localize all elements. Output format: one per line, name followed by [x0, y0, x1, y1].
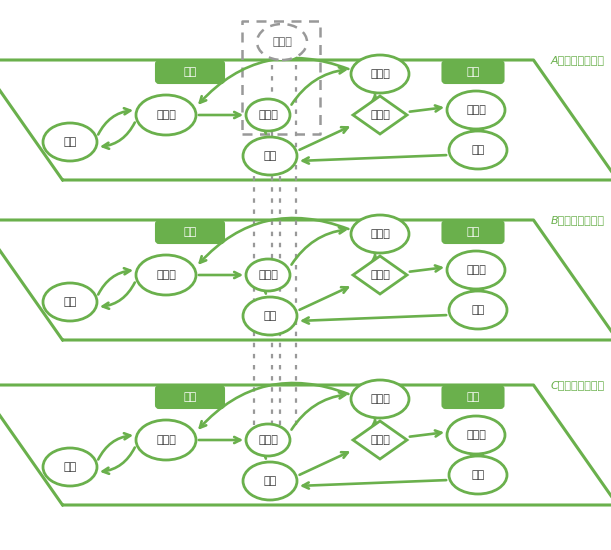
- Text: 作る: 作る: [263, 151, 277, 161]
- Text: かたち: かたち: [370, 435, 390, 445]
- Text: 体験: 体験: [466, 67, 480, 77]
- Text: 読む: 読む: [64, 462, 76, 472]
- Text: 考える: 考える: [156, 435, 176, 445]
- Text: 見せる: 見せる: [466, 105, 486, 115]
- Text: 見せる: 見せる: [466, 430, 486, 440]
- Text: プラン: プラン: [258, 110, 278, 120]
- Text: 内省: 内省: [183, 392, 197, 402]
- Ellipse shape: [257, 24, 307, 60]
- Text: プラン: プラン: [258, 435, 278, 445]
- Ellipse shape: [136, 420, 196, 460]
- Ellipse shape: [449, 456, 507, 494]
- Ellipse shape: [43, 123, 97, 161]
- Ellipse shape: [246, 424, 290, 456]
- Ellipse shape: [136, 95, 196, 135]
- Ellipse shape: [447, 251, 505, 289]
- Ellipse shape: [447, 416, 505, 454]
- Text: 内省: 内省: [183, 227, 197, 237]
- Text: 気づく: 気づく: [370, 394, 390, 404]
- Text: Aさんの創作活動: Aさんの創作活動: [551, 55, 605, 65]
- Text: 話す: 話す: [471, 305, 485, 315]
- Ellipse shape: [243, 297, 297, 335]
- Ellipse shape: [351, 55, 409, 93]
- Ellipse shape: [449, 291, 507, 329]
- Ellipse shape: [43, 283, 97, 321]
- Ellipse shape: [43, 448, 97, 486]
- Ellipse shape: [243, 462, 297, 500]
- Ellipse shape: [246, 99, 290, 131]
- Text: 読む: 読む: [64, 297, 76, 307]
- Ellipse shape: [136, 255, 196, 295]
- Text: 体験: 体験: [466, 227, 480, 237]
- Text: 作る: 作る: [263, 476, 277, 486]
- Text: プラン: プラン: [272, 37, 292, 47]
- Ellipse shape: [351, 380, 409, 418]
- Text: 考える: 考える: [156, 110, 176, 120]
- FancyBboxPatch shape: [442, 61, 503, 83]
- Text: 話す: 話す: [471, 145, 485, 155]
- Ellipse shape: [243, 137, 297, 175]
- Text: 考える: 考える: [156, 270, 176, 280]
- Ellipse shape: [246, 259, 290, 291]
- Polygon shape: [353, 421, 407, 459]
- Text: 話す: 話す: [471, 470, 485, 480]
- Text: Cさんの創作活動: Cさんの創作活動: [551, 380, 605, 390]
- Text: 見せる: 見せる: [466, 265, 486, 275]
- Polygon shape: [353, 256, 407, 294]
- FancyBboxPatch shape: [156, 221, 224, 243]
- Text: 読む: 読む: [64, 137, 76, 147]
- FancyBboxPatch shape: [156, 386, 224, 408]
- FancyBboxPatch shape: [156, 61, 224, 83]
- Text: プラン: プラン: [258, 270, 278, 280]
- Polygon shape: [353, 96, 407, 134]
- Ellipse shape: [447, 91, 505, 129]
- Text: Bさんの創作活動: Bさんの創作活動: [551, 215, 605, 225]
- Ellipse shape: [449, 131, 507, 169]
- Text: 体験: 体験: [466, 392, 480, 402]
- FancyBboxPatch shape: [442, 221, 503, 243]
- Text: 気づく: 気づく: [370, 69, 390, 79]
- Text: 内省: 内省: [183, 67, 197, 77]
- FancyBboxPatch shape: [442, 386, 503, 408]
- Text: 気づく: 気づく: [370, 229, 390, 239]
- Text: 作る: 作る: [263, 311, 277, 321]
- Ellipse shape: [351, 215, 409, 253]
- Text: かたち: かたち: [370, 270, 390, 280]
- Text: かたち: かたち: [370, 110, 390, 120]
